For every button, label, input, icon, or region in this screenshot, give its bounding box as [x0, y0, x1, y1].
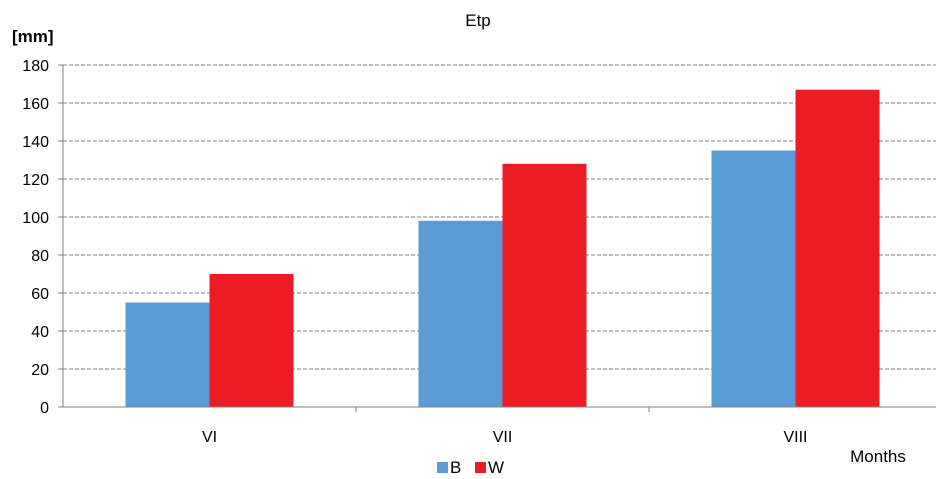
y-tick-label: 40 — [31, 324, 49, 341]
y-tick-label: 100 — [22, 210, 49, 227]
legend-swatch-w — [475, 462, 486, 473]
bar-b-vii — [418, 220, 503, 407]
y-tick-label: 160 — [22, 96, 49, 113]
x-tick-label: VIII — [783, 429, 807, 446]
y-tick-label: 80 — [31, 248, 49, 265]
y-tick-label: 0 — [40, 400, 49, 417]
y-tick-label: 60 — [31, 286, 49, 303]
bar-w-viii — [795, 89, 880, 407]
x-axis-label: Months — [850, 447, 906, 466]
x-tick-label: VI — [202, 429, 217, 446]
bar-w-vii — [502, 163, 587, 407]
bar-b-viii — [711, 150, 796, 407]
bars — [125, 89, 880, 407]
x-tick-label: VII — [493, 429, 513, 446]
bar-w-vi — [209, 274, 294, 407]
y-tick-label: 120 — [22, 172, 49, 189]
y-axis-label: [mm] — [12, 27, 54, 46]
y-tick-label: 20 — [31, 362, 49, 379]
legend-label-b: B — [450, 458, 461, 477]
y-tick-label: 180 — [22, 58, 49, 75]
legend-label-w: W — [488, 458, 504, 477]
legend-swatch-b — [437, 462, 448, 473]
y-tick-label: 140 — [22, 134, 49, 151]
bar-b-vi — [125, 302, 210, 407]
chart-title: Etp — [465, 11, 491, 30]
axes: 0 20 40 60 80 100 120 140 160 180 VI VII VIII — [22, 58, 936, 446]
